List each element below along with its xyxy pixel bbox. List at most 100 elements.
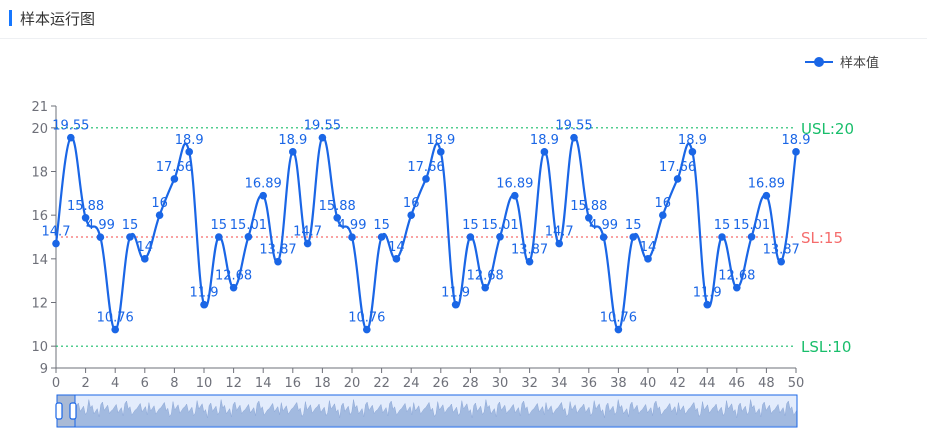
markline-label: SL:15 — [801, 229, 843, 247]
data-label: 18.9 — [530, 133, 559, 148]
data-point — [333, 213, 342, 222]
x-tick-label: 28 — [462, 376, 479, 391]
data-zoom-slider[interactable] — [55, 394, 798, 428]
x-tick-label: 22 — [373, 376, 390, 391]
data-point — [259, 191, 268, 200]
data-label: 13.87 — [259, 243, 296, 258]
data-point — [52, 239, 60, 248]
data-label: 17.66 — [407, 160, 444, 175]
data-label: 15.01 — [481, 218, 518, 233]
y-tick-label: 20 — [31, 122, 48, 137]
data-point — [540, 148, 549, 156]
x-tick-label: 36 — [581, 376, 598, 391]
slider-handle-icon[interactable] — [55, 402, 63, 420]
x-tick-label: 0 — [52, 376, 60, 391]
data-point — [422, 175, 430, 183]
data-point — [688, 148, 697, 156]
data-label: 18.9 — [782, 133, 811, 148]
x-tick-label: 50 — [788, 376, 805, 391]
y-tick-label: 9 — [40, 362, 48, 377]
data-point — [229, 283, 238, 292]
data-point — [466, 233, 475, 241]
slider-shadow-series — [56, 399, 798, 427]
data-point — [599, 233, 608, 242]
data-label: 14.7 — [293, 225, 322, 240]
x-tick-label: 48 — [758, 376, 775, 391]
data-label: 14.7 — [42, 225, 71, 240]
x-tick-label: 8 — [170, 376, 178, 391]
data-point — [274, 257, 282, 266]
data-label: 15 — [211, 218, 228, 233]
legend-marker-icon — [814, 57, 824, 67]
data-label: 11.9 — [693, 286, 722, 301]
x-tick-label: 46 — [729, 376, 746, 391]
data-point — [303, 239, 312, 248]
markline-label: USL:20 — [801, 120, 854, 138]
data-label: 17.66 — [156, 160, 193, 175]
data-label: 12.68 — [215, 269, 252, 284]
data-label: 15.88 — [67, 199, 104, 214]
data-point — [496, 232, 504, 241]
data-label: 12.68 — [467, 269, 504, 284]
data-point — [185, 148, 193, 156]
data-point — [437, 148, 445, 156]
data-point — [289, 148, 297, 156]
data-point — [777, 257, 785, 266]
data-point — [363, 325, 371, 334]
data-label: 16.89 — [496, 177, 533, 192]
legend-label: 样本值 — [840, 55, 879, 71]
data-label: 19.55 — [52, 119, 89, 134]
data-point — [81, 213, 90, 222]
title-accent-bar — [9, 10, 12, 26]
data-point — [570, 133, 578, 142]
data-point — [629, 233, 637, 241]
data-label: 19.55 — [304, 119, 341, 134]
data-point — [555, 239, 563, 248]
slider-window — [56, 394, 798, 428]
x-tick-label: 38 — [610, 376, 627, 391]
markline-label: LSL:10 — [801, 338, 851, 356]
data-label: 14 — [640, 240, 657, 255]
data-label: 4.99 — [86, 218, 115, 233]
y-tick-label: 18 — [31, 166, 48, 181]
data-point — [141, 255, 149, 263]
x-tick-label: 2 — [81, 376, 89, 391]
data-label: 15 — [122, 218, 139, 233]
data-label: 18.9 — [426, 133, 455, 148]
data-point — [718, 233, 726, 241]
data-label: 10.76 — [97, 311, 134, 326]
data-label: 14.7 — [545, 225, 574, 240]
data-point — [200, 300, 208, 309]
data-label: 19.55 — [555, 119, 592, 134]
x-tick-label: 18 — [314, 376, 331, 391]
x-tick-label: 14 — [255, 376, 272, 391]
data-label: 16 — [151, 196, 168, 211]
series-line — [54, 136, 798, 331]
data-labels: 14.7 19.55 15.88 4.99 10.76 15 14 16 17.66 18.9 11… — [42, 119, 811, 326]
data-point — [215, 233, 223, 241]
data-label: 17.66 — [659, 160, 696, 175]
legend[interactable]: 样本值 — [805, 55, 879, 71]
y-tick-label: 21 — [31, 100, 48, 115]
y-tick-label: 14 — [31, 253, 48, 268]
data-point — [659, 211, 667, 219]
data-point — [703, 300, 711, 309]
data-label: 16 — [403, 196, 420, 211]
data-label: 16.89 — [245, 177, 282, 192]
data-point — [511, 191, 519, 200]
data-label: 15.88 — [319, 199, 356, 214]
data-point — [67, 133, 75, 142]
y-tick-label: 10 — [31, 340, 48, 355]
data-point — [481, 283, 490, 292]
data-label: 10.76 — [348, 311, 385, 326]
data-label: 13.87 — [511, 243, 548, 258]
data-point — [762, 191, 771, 200]
data-label: 15 — [714, 218, 731, 233]
slider-handle-icon[interactable] — [69, 402, 77, 420]
x-tick-label: 16 — [285, 376, 302, 391]
data-label: 18.9 — [278, 133, 307, 148]
x-tick-label: 40 — [640, 376, 657, 391]
data-label: 15 — [462, 218, 479, 233]
